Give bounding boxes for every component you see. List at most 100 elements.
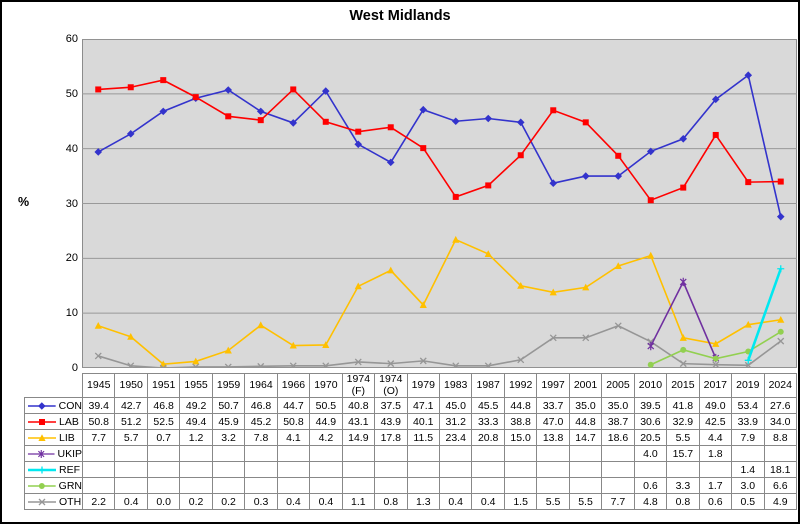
value-cell: 47.1 xyxy=(406,397,440,415)
value-cell xyxy=(406,461,440,479)
value-cell: 45.5 xyxy=(471,397,505,415)
data-point xyxy=(680,346,687,353)
value-cell: 18.6 xyxy=(601,429,635,447)
data-point xyxy=(679,277,687,287)
value-cell: 43.9 xyxy=(374,413,408,431)
data-point xyxy=(485,182,492,189)
year-header-cell: 2024 xyxy=(763,372,798,399)
data-point xyxy=(94,148,103,156)
data-point xyxy=(322,341,330,348)
value-cell: 39.4 xyxy=(81,397,116,415)
year-header-cell: 1951 xyxy=(146,372,181,399)
value-cell: 46.8 xyxy=(146,397,181,415)
oth-legend-icon xyxy=(28,498,56,506)
value-cell xyxy=(438,445,473,463)
series-label: GRN xyxy=(58,479,82,492)
y-tick-label: 60 xyxy=(65,33,78,45)
value-cell: 40.8 xyxy=(341,397,376,415)
data-point xyxy=(549,334,557,342)
value-cell: 41.8 xyxy=(666,397,700,415)
data-point xyxy=(127,84,134,91)
table-row-grn: GRN 0.6 3.3 1.7 3.0 6.6 xyxy=(24,477,798,495)
data-point xyxy=(452,235,460,243)
value-cell: 30.6 xyxy=(633,413,668,431)
table-row-oth: OTH 2.2 0.4 0.0 0.2 0.2 0.3 0.4 0.4 1.1 0.8 1.3 0.4 0… xyxy=(24,493,798,511)
value-cell: 0.2 xyxy=(179,493,213,511)
value-cell: 1.3 xyxy=(406,493,440,511)
data-point xyxy=(127,362,135,368)
value-cell: 4.2 xyxy=(309,429,343,447)
data-point xyxy=(289,341,297,349)
y-tick-label: 50 xyxy=(65,87,78,100)
data-point xyxy=(160,77,167,84)
data-point xyxy=(745,179,752,186)
value-cell xyxy=(276,461,311,479)
series-label: UKIP xyxy=(57,447,82,460)
year-header-cell: 1992 xyxy=(503,372,538,399)
data-point xyxy=(614,172,623,180)
data-point xyxy=(517,356,525,364)
value-cell xyxy=(471,445,505,463)
value-cell xyxy=(211,477,246,495)
data-point xyxy=(647,251,655,259)
value-cell: 0.0 xyxy=(146,493,181,511)
value-cell: 52.5 xyxy=(146,413,181,431)
data-point xyxy=(777,328,784,335)
data-point xyxy=(777,315,785,323)
y-tick-label: 40 xyxy=(65,142,78,155)
series-ref xyxy=(744,265,785,364)
value-cell xyxy=(244,461,278,479)
series-line xyxy=(747,268,782,361)
data-point xyxy=(647,197,654,204)
value-cell xyxy=(309,445,343,463)
data-point xyxy=(257,321,265,329)
value-cell: 50.7 xyxy=(211,397,246,415)
value-cell xyxy=(244,477,278,495)
data-point xyxy=(712,355,719,362)
series-label: LAB xyxy=(59,415,79,428)
data-point xyxy=(647,341,655,351)
value-cell xyxy=(211,461,246,479)
value-cell: 44.7 xyxy=(276,397,311,415)
y-axis-label: % xyxy=(18,195,30,209)
data-point xyxy=(615,152,622,159)
value-cell: 33.9 xyxy=(731,413,765,431)
data-point xyxy=(712,340,720,347)
data-point xyxy=(322,118,329,125)
series-label: LIB xyxy=(59,431,75,444)
legend-cell-lib: LIB xyxy=(24,429,83,447)
value-cell: 0.8 xyxy=(666,493,700,511)
data-point xyxy=(452,362,460,368)
value-cell: 18.1 xyxy=(763,461,798,479)
value-cell: 4.8 xyxy=(633,493,668,511)
value-cell: 3.0 xyxy=(731,477,765,495)
data-point xyxy=(679,334,687,341)
data-point xyxy=(744,356,752,364)
value-cell xyxy=(146,445,181,463)
value-cell: 35.0 xyxy=(601,397,635,415)
data-point xyxy=(452,193,459,200)
ref-legend-icon xyxy=(28,466,56,474)
year-header-cell: 2010 xyxy=(633,372,668,399)
value-cell xyxy=(438,477,473,495)
data-point xyxy=(484,362,492,368)
value-cell xyxy=(309,477,343,495)
year-header-cell: 1970 xyxy=(309,372,343,399)
grn-legend-icon xyxy=(27,482,56,489)
value-cell: 39.5 xyxy=(633,397,668,415)
legend-cell-ukip: UKIP xyxy=(24,445,83,463)
data-point xyxy=(321,87,330,95)
value-cell xyxy=(244,445,278,463)
year-header-cell: 1959 xyxy=(211,372,246,399)
data-point xyxy=(289,362,297,368)
value-cell xyxy=(406,445,440,463)
value-cell: 15.0 xyxy=(503,429,538,447)
data-point xyxy=(224,86,233,94)
data-point xyxy=(322,362,330,368)
data-point xyxy=(517,281,525,289)
data-point xyxy=(192,363,200,368)
value-cell xyxy=(698,461,733,479)
data-point xyxy=(484,114,493,123)
value-cell: 0.8 xyxy=(374,493,408,511)
data-point xyxy=(387,360,395,368)
